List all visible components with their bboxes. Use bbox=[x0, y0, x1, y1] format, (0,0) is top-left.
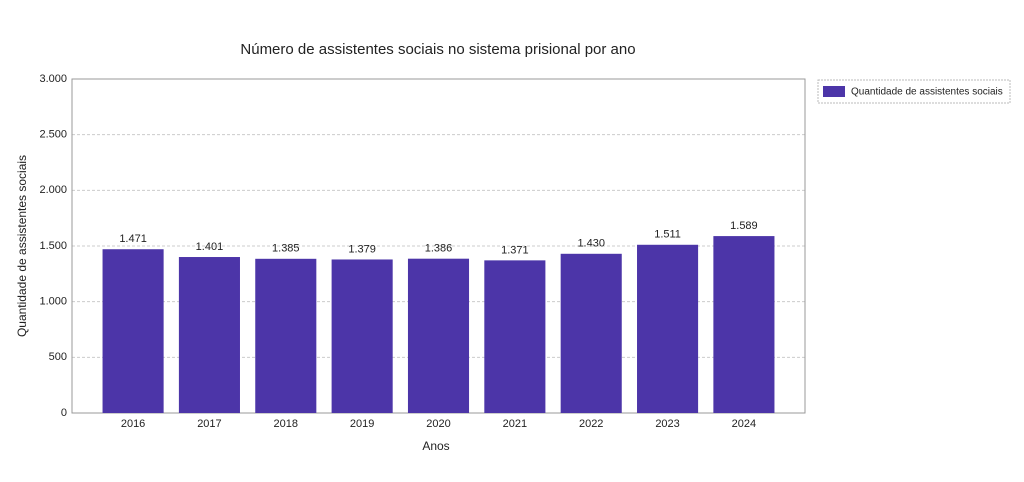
bar bbox=[331, 259, 393, 413]
legend-label: Quantidade de assistentes sociais bbox=[851, 87, 1003, 98]
bar bbox=[407, 258, 470, 413]
chart-title: Número de assistentes sociais no sistema… bbox=[240, 41, 635, 58]
bar bbox=[713, 236, 775, 413]
value-label: 1.471 bbox=[119, 233, 147, 245]
value-label: 1.386 bbox=[425, 243, 453, 255]
y-tick-label: 2.000 bbox=[39, 184, 67, 196]
y-axis-label: Quantidade de assistentes sociais bbox=[15, 155, 29, 337]
value-label: 1.511 bbox=[654, 229, 681, 241]
value-label: 1.430 bbox=[577, 238, 605, 250]
bar bbox=[178, 257, 240, 413]
x-tick-label: 2018 bbox=[274, 418, 298, 430]
value-label: 1.589 bbox=[730, 220, 758, 232]
value-label: 1.379 bbox=[348, 243, 376, 255]
value-label: 1.371 bbox=[501, 244, 529, 256]
bar bbox=[255, 258, 317, 413]
y-tick-label: 0 bbox=[61, 407, 67, 419]
x-tick-label: 2024 bbox=[732, 418, 756, 430]
y-tick-label: 500 bbox=[49, 351, 67, 363]
x-tick-label: 2019 bbox=[350, 418, 374, 430]
x-tick-label: 2020 bbox=[426, 418, 450, 430]
x-tick-label: 2021 bbox=[503, 418, 527, 430]
x-tick-label: 2022 bbox=[579, 418, 603, 430]
bar bbox=[560, 253, 622, 413]
x-tick-label: 2016 bbox=[121, 418, 145, 430]
x-tick-label: 2023 bbox=[655, 418, 679, 430]
y-tick-label: 2.500 bbox=[39, 129, 67, 141]
bar bbox=[637, 244, 699, 413]
legend-frame bbox=[817, 79, 1011, 104]
y-tick-label: 3.000 bbox=[39, 73, 67, 85]
bar bbox=[484, 260, 546, 413]
x-axis-label: Anos bbox=[422, 439, 449, 453]
value-label: 1.401 bbox=[196, 241, 224, 253]
y-tick-label: 1.500 bbox=[39, 240, 67, 252]
value-label: 1.385 bbox=[272, 243, 300, 255]
y-tick-label: 1.000 bbox=[39, 296, 67, 308]
bar bbox=[102, 249, 164, 413]
legend-swatch bbox=[823, 86, 845, 97]
x-tick-label: 2017 bbox=[197, 418, 221, 430]
